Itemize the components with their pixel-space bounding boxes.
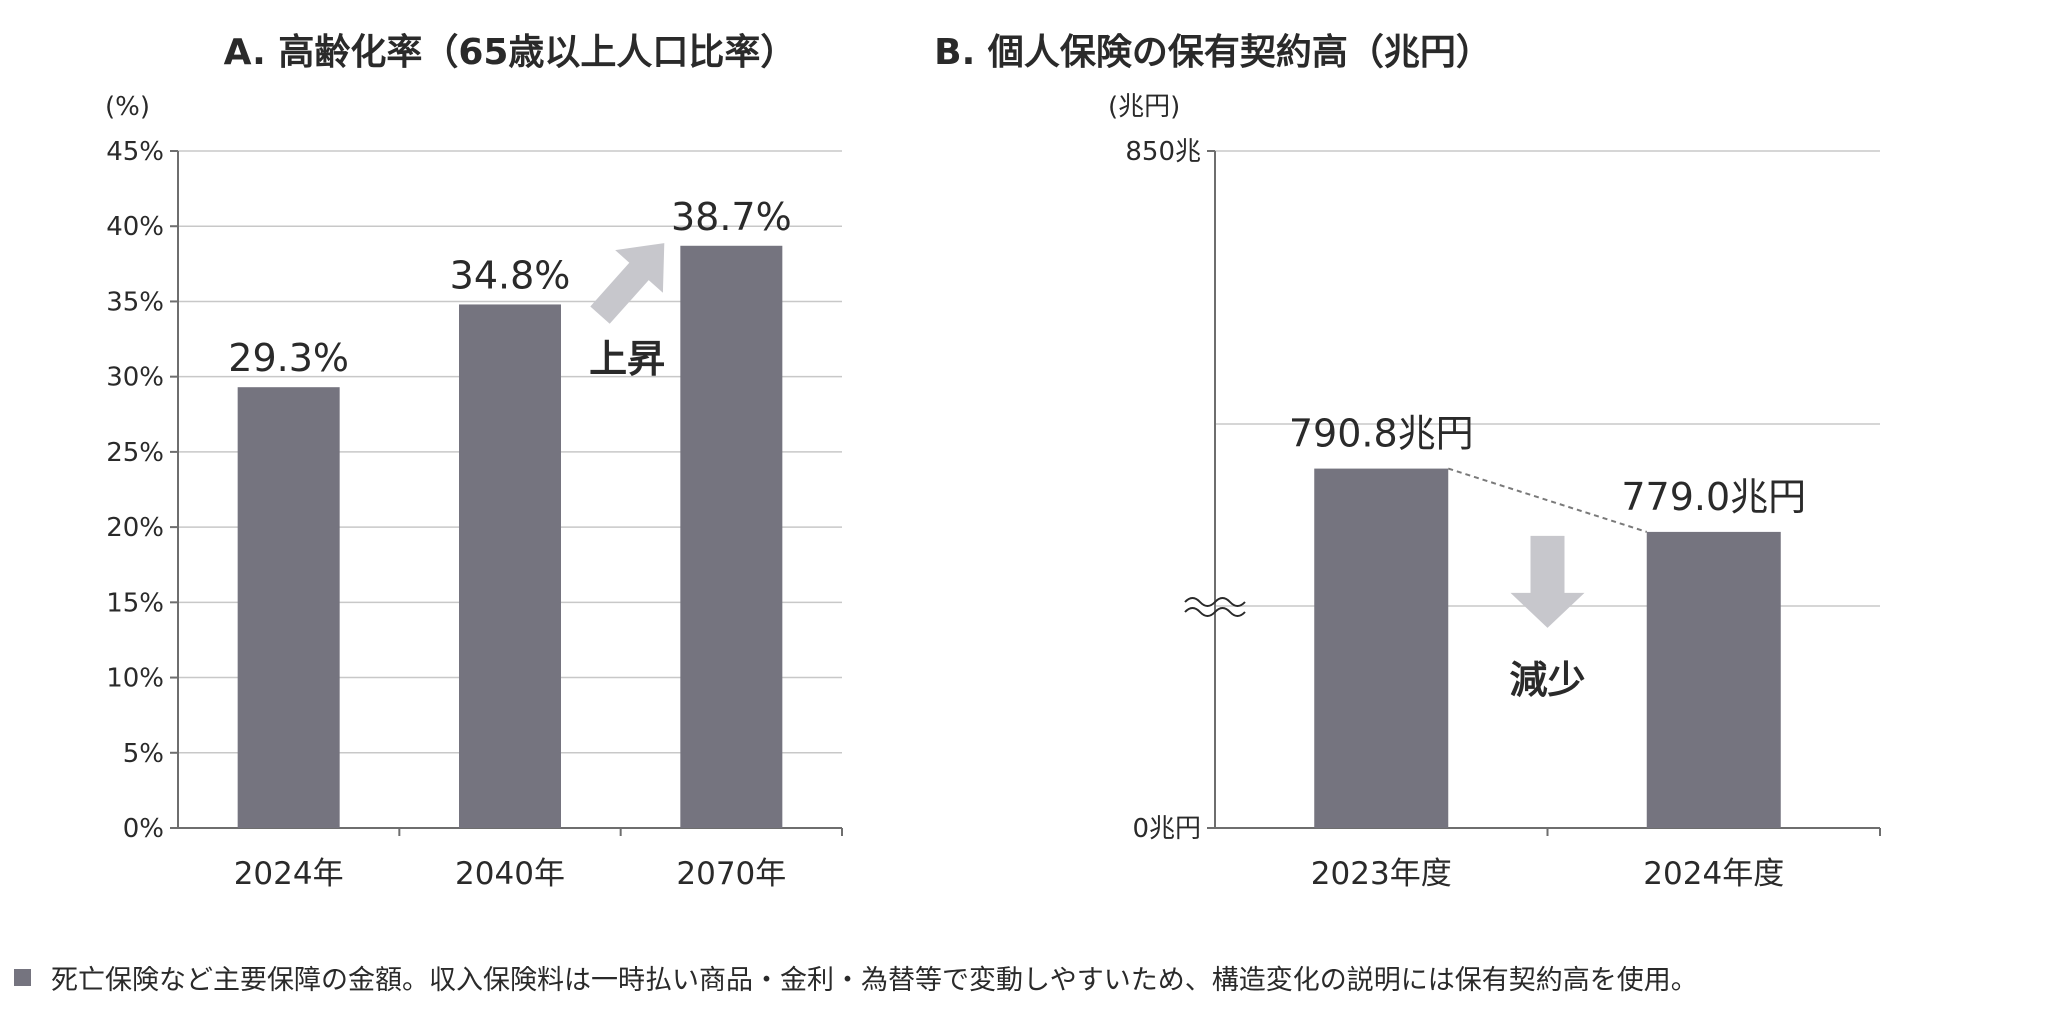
- chart-b-title: B. 個人保険の保有契約高（兆円）: [934, 32, 1492, 73]
- chart-b-y-tick-label: 0兆円: [1132, 814, 1201, 844]
- chart-a-y-tick-label: 40%: [106, 212, 164, 242]
- chart-a-y-tick-label: 10%: [106, 664, 164, 694]
- chart-a-data-label: 29.3%: [228, 336, 349, 380]
- chart-a-y-tick-label: 35%: [106, 287, 164, 317]
- chart-b-y-unit: (兆円): [1108, 92, 1180, 122]
- axis-break-icon: [1184, 597, 1246, 617]
- chart-a-y-tick-label: 30%: [106, 363, 164, 393]
- chart-b-data-label: 779.0兆円: [1621, 475, 1806, 519]
- arrow-down-icon: [1510, 535, 1585, 628]
- chart-b-bar: [1314, 468, 1449, 828]
- chart-a-category-label: 2040年: [455, 856, 565, 892]
- chart-b-y-tick-label: 850兆: [1125, 137, 1201, 167]
- chart-b-annotation: 減少: [1509, 658, 1585, 702]
- chart-a-category-label: 2024年: [234, 856, 344, 892]
- chart-a-data-label: 34.8%: [450, 253, 571, 297]
- chart-a-y-tick-label: 25%: [106, 438, 164, 468]
- chart-a-y-tick-label: 45%: [106, 137, 164, 167]
- chart-b-bar: [1646, 531, 1781, 828]
- chart-a-y-tick-label: 0%: [123, 814, 164, 844]
- chart-b-category-label: 2023年度: [1311, 856, 1452, 892]
- chart-a-y-tick-label: 20%: [106, 513, 164, 543]
- chart-a-y-tick-label: 15%: [106, 588, 164, 618]
- chart-a-y-tick-label: 5%: [123, 739, 164, 769]
- chart-a-bar: [680, 245, 783, 828]
- footnote: 死亡保険など主要保障の金額。収入保険料は一時払い商品・金利・為替等で変動しやすい…: [14, 958, 1698, 997]
- chart-b-category-label: 2024年度: [1643, 856, 1784, 892]
- chart-a-category-label: 2070年: [676, 856, 786, 892]
- chart-a-bar: [459, 304, 561, 828]
- footnote-marker-icon: [14, 969, 31, 986]
- chart-a-data-label: 38.7%: [671, 195, 792, 239]
- chart-a-annotation: 上昇: [589, 337, 665, 381]
- chart-b-trend-line: [1447, 467, 1648, 533]
- chart-a-bar: [237, 387, 340, 828]
- arrow-up-right-icon: [590, 243, 665, 324]
- chart-a-title: A. 高齢化率（65歳以上人口比率）: [224, 32, 797, 73]
- chart-a-y-unit: (%): [105, 92, 150, 122]
- chart-b-data-label: 790.8兆円: [1289, 412, 1474, 456]
- footnote-text: 死亡保険など主要保障の金額。収入保険料は一時払い商品・金利・為替等で変動しやすい…: [51, 965, 1698, 996]
